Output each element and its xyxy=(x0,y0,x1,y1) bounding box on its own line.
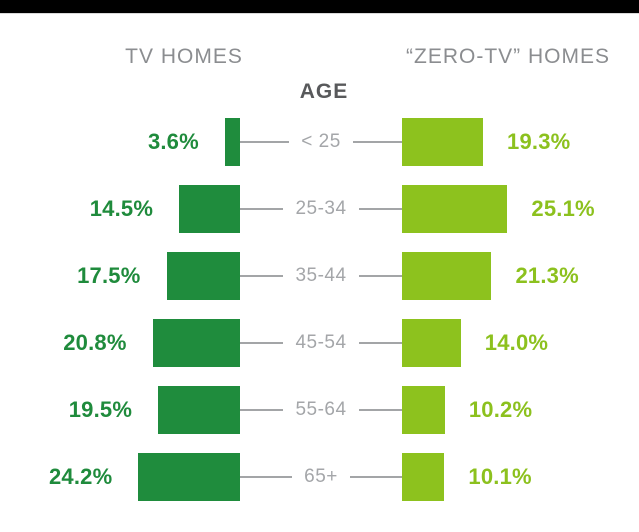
chart-rows: 3.6% < 25 19.3% 14.5% 25-34 25.1% 17.5% 35-44 21… xyxy=(0,108,639,510)
age-axis-row: 25-34 xyxy=(240,175,403,242)
tv-bar-group: 3.6% xyxy=(147,117,240,166)
zero-tv-bar-group: 14.0% xyxy=(402,318,549,367)
chart-row: 17.5% 35-44 21.3% xyxy=(0,242,639,309)
tv-bar-group: 14.5% xyxy=(89,184,240,233)
tv-bar-group: 24.2% xyxy=(48,452,240,501)
age-connector-left xyxy=(240,408,284,411)
zero-tv-value-label: 10.1% xyxy=(468,463,532,489)
zero-tv-bar-group: 21.3% xyxy=(402,251,579,300)
tv-bar-group: 20.8% xyxy=(63,318,240,367)
age-connector-left xyxy=(240,341,284,344)
zero-tv-value-label: 19.3% xyxy=(507,128,571,154)
zero-tv-bar-group: 10.1% xyxy=(402,452,532,501)
tv-value-label: 20.8% xyxy=(63,329,127,355)
age-connector-left xyxy=(240,140,290,143)
age-axis-row: 55-64 xyxy=(240,376,403,443)
tv-bar xyxy=(224,117,240,166)
chart-row: 3.6% < 25 19.3% xyxy=(0,108,639,175)
zero-tv-bar xyxy=(402,452,445,501)
chart-row: 19.5% 55-64 10.2% xyxy=(0,376,639,443)
zero-tv-bar xyxy=(402,385,445,434)
age-connector-left xyxy=(240,475,293,478)
tv-bar xyxy=(138,452,240,501)
chart-row: 14.5% 25-34 25.1% xyxy=(0,175,639,242)
top-black-bar xyxy=(0,0,639,14)
tv-bar-group: 17.5% xyxy=(77,251,240,300)
zero-tv-bar xyxy=(402,318,461,367)
tv-bar xyxy=(158,385,240,434)
zero-tv-value-label: 21.3% xyxy=(515,262,579,288)
age-connector-right xyxy=(358,341,403,344)
age-connector-right xyxy=(349,475,403,478)
age-axis-title: AGE xyxy=(299,80,349,103)
tv-value-label: 17.5% xyxy=(77,262,141,288)
zero-tv-bar-group: 10.2% xyxy=(402,385,533,434)
tv-value-label: 19.5% xyxy=(68,396,133,422)
zero-tv-bar-group: 19.3% xyxy=(402,117,571,166)
tv-homes-column-header: TV HOMES xyxy=(125,45,243,68)
zero-tv-value-label: 10.2% xyxy=(468,396,533,422)
tv-value-label: 3.6% xyxy=(147,128,199,154)
tv-bar xyxy=(166,251,240,300)
zero-tv-bar-group: 25.1% xyxy=(402,184,595,233)
chart-row: 24.2% 65+ 10.1% xyxy=(0,443,639,510)
tv-bar xyxy=(179,184,240,233)
zero-tv-bar xyxy=(402,184,508,233)
age-label: 35-44 xyxy=(295,264,347,286)
age-connector-right xyxy=(352,140,403,143)
tv-value-label: 24.2% xyxy=(48,463,113,489)
age-connector-right xyxy=(358,274,403,277)
tv-value-label: 14.5% xyxy=(89,195,154,221)
age-label: < 25 xyxy=(301,130,341,152)
zero-tv-value-label: 14.0% xyxy=(484,329,549,355)
age-label: 45-54 xyxy=(295,331,347,353)
zero-tv-value-label: 25.1% xyxy=(531,195,595,221)
zero-tv-homes-column-header: “ZERO-TV” HOMES xyxy=(406,45,610,68)
age-label: 65+ xyxy=(304,465,338,487)
age-connector-right xyxy=(358,207,403,210)
age-axis-row: 35-44 xyxy=(240,242,403,309)
tv-bar xyxy=(152,318,240,367)
age-axis-row: < 25 xyxy=(240,108,403,175)
zero-tv-bar xyxy=(402,251,492,300)
age-connector-left xyxy=(240,207,284,210)
age-label: 55-64 xyxy=(295,398,347,420)
age-connector-right xyxy=(358,408,403,411)
zero-tv-bar xyxy=(402,117,484,166)
age-label: 25-34 xyxy=(295,197,347,219)
tv-bar-group: 19.5% xyxy=(68,385,240,434)
chart-row: 20.8% 45-54 14.0% xyxy=(0,309,639,376)
age-axis-row: 65+ xyxy=(240,443,403,510)
age-axis-row: 45-54 xyxy=(240,309,403,376)
age-connector-left xyxy=(240,274,284,277)
